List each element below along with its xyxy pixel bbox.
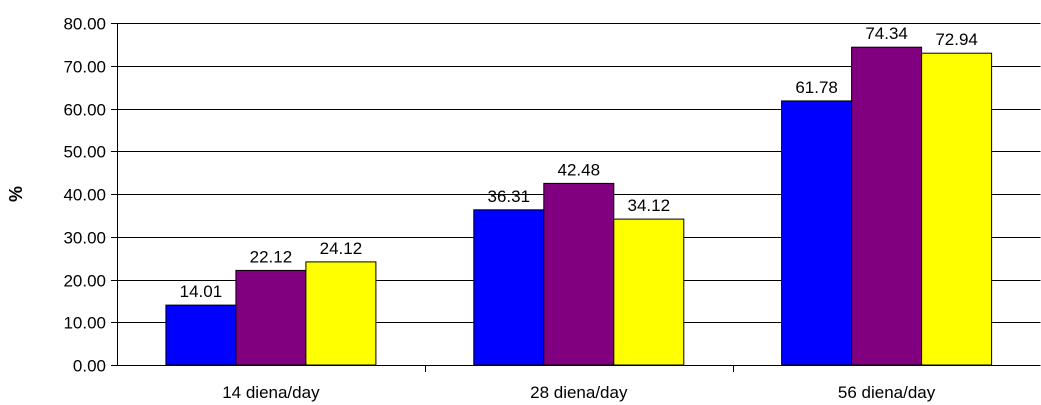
y-tick-labels: 0.00 10.00 20.00 30.00 40.00 50.00 60.00 70.00 8…	[63, 15, 106, 376]
y-tick-label: 20.00	[63, 272, 106, 291]
y-tick-label: 70.00	[63, 58, 106, 77]
y-tick-label: 30.00	[63, 229, 106, 248]
bar	[305, 261, 377, 366]
data-label: 24.12	[320, 239, 363, 258]
data-label: 36.31	[488, 187, 531, 206]
data-label: 72.94	[935, 30, 978, 49]
bars	[165, 46, 993, 366]
y-tick-label: 50.00	[63, 143, 106, 162]
data-labels: 14.01 22.12 24.12 36.31 42.48 34.12 61.78 74.34…	[180, 24, 978, 301]
y-tick-label: 40.00	[63, 186, 106, 205]
bar	[473, 209, 545, 366]
bar	[921, 52, 993, 366]
data-label: 14.01	[180, 282, 223, 301]
axes	[111, 23, 1041, 372]
y-tick-label: 80.00	[63, 15, 106, 34]
x-category-label: 28 diena/day	[530, 383, 628, 402]
bar	[543, 182, 615, 366]
data-label: 61.78	[795, 78, 838, 97]
x-category-label: 56 diena/day	[838, 383, 936, 402]
x-category-label: 14 diena/day	[222, 383, 320, 402]
data-label: 42.48	[558, 160, 601, 179]
bar	[781, 100, 853, 366]
y-tick-label: 10.00	[63, 314, 106, 333]
y-tick-label: 0.00	[73, 357, 106, 376]
bar	[235, 269, 307, 366]
data-label: 74.34	[865, 24, 908, 43]
bar	[165, 304, 237, 366]
bar	[613, 218, 685, 366]
data-label: 34.12	[628, 196, 671, 215]
y-tick-label: 60.00	[63, 101, 106, 120]
data-label: 22.12	[250, 247, 293, 266]
bar	[851, 46, 923, 366]
x-category-labels: 14 diena/day 28 diena/day 56 diena/day	[222, 383, 936, 402]
y-axis-label: %	[6, 186, 26, 202]
